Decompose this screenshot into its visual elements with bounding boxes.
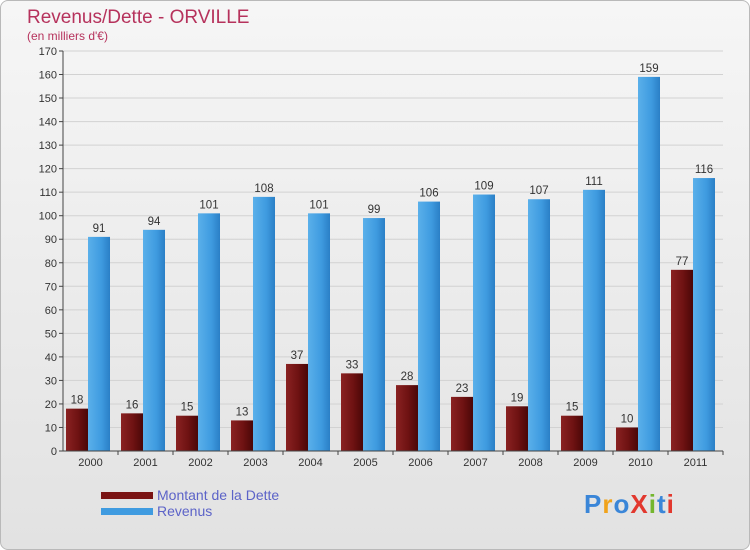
- bar-dette-2007: [451, 396, 473, 451]
- x-tick-label: 2006: [408, 457, 432, 469]
- bar-revenus-2001: [143, 229, 165, 451]
- logo-letter: r: [602, 489, 614, 519]
- x-tick-label: 2004: [298, 457, 322, 469]
- bar-revenus-2008: [528, 199, 550, 451]
- legend: Montant de la Dette Revenus: [101, 487, 279, 519]
- legend-swatch-dette: [101, 491, 153, 499]
- x-tick-label: 2002: [188, 457, 212, 469]
- bar-dette-2010: [616, 427, 638, 451]
- legend-item-dette: Montant de la Dette: [101, 487, 279, 503]
- x-tick-label: 2011: [684, 457, 708, 469]
- bar-dette-2005: [341, 373, 363, 451]
- data-label-revenus: 107: [529, 185, 548, 197]
- bar-revenus-2000: [88, 236, 110, 451]
- logo-letter: i: [648, 489, 657, 519]
- bar-revenus-2005: [363, 218, 385, 451]
- y-tick-label: 40: [45, 352, 57, 364]
- x-tick-label: 2005: [353, 457, 377, 469]
- y-tick-label: 80: [45, 258, 57, 270]
- y-tick-label: 160: [39, 70, 57, 82]
- bar-revenus-2010: [638, 76, 660, 451]
- x-tick-label: 2008: [518, 457, 542, 469]
- logo-letter: o: [613, 489, 631, 519]
- bar-dette-2008: [506, 406, 528, 451]
- x-tick-label: 2007: [463, 457, 487, 469]
- y-tick-label: 150: [39, 93, 57, 105]
- proxiti-logo: ProXiti: [584, 489, 675, 520]
- data-label-revenus: 101: [309, 199, 328, 211]
- bar-dette-2000: [66, 408, 88, 451]
- y-tick-label: 0: [51, 446, 57, 458]
- bar-dette-2003: [231, 420, 253, 451]
- data-label-dette: 15: [566, 402, 579, 414]
- data-label-revenus: 109: [474, 181, 493, 193]
- data-label-revenus: 99: [368, 204, 381, 216]
- data-label-dette: 77: [676, 256, 689, 268]
- y-tick-label: 110: [39, 187, 57, 199]
- legend-swatch-revenus: [101, 507, 153, 515]
- data-label-dette: 28: [401, 371, 414, 383]
- y-tick-label: 10: [45, 422, 57, 434]
- data-label-dette: 23: [456, 383, 469, 395]
- data-label-revenus: 91: [93, 223, 106, 235]
- y-tick-label: 100: [39, 211, 57, 223]
- bar-revenus-2011: [693, 178, 715, 451]
- data-label-revenus: 111: [585, 176, 602, 188]
- bar-dette-2002: [176, 415, 198, 451]
- data-label-dette: 33: [346, 359, 359, 371]
- y-tick-label: 130: [39, 140, 57, 152]
- y-tick-label: 30: [45, 375, 57, 387]
- data-label-dette: 16: [126, 399, 139, 411]
- y-tick-label: 60: [45, 305, 57, 317]
- data-label-revenus: 106: [419, 188, 438, 200]
- y-tick-label: 20: [45, 399, 57, 411]
- data-label-revenus: 159: [639, 63, 658, 75]
- bar-revenus-2004: [308, 213, 330, 451]
- x-tick-label: 2000: [78, 457, 102, 469]
- bar-dette-2011: [671, 269, 693, 451]
- bar-dette-2004: [286, 363, 308, 451]
- y-tick-label: 90: [45, 234, 57, 246]
- bar-dette-2001: [121, 413, 143, 451]
- bar-dette-2009: [561, 415, 583, 451]
- x-tick-label: 2010: [628, 457, 652, 469]
- bar-revenus-2009: [583, 189, 605, 451]
- legend-label-revenus: Revenus: [157, 503, 213, 519]
- logo-letter: X: [630, 489, 649, 519]
- data-label-revenus: 94: [148, 216, 161, 228]
- data-label-dette: 13: [236, 406, 249, 418]
- bar-revenus-2003: [253, 196, 275, 451]
- x-tick-label: 2003: [243, 457, 267, 469]
- y-tick-label: 170: [39, 46, 57, 58]
- y-tick-label: 50: [45, 328, 57, 340]
- logo-letter: i: [666, 489, 675, 519]
- data-label-revenus: 101: [199, 199, 218, 211]
- bar-revenus-2002: [198, 213, 220, 451]
- legend-item-revenus: Revenus: [101, 503, 279, 519]
- chart-subtitle: (en milliers d'€): [27, 29, 108, 43]
- chart-title: Revenus/Dette - ORVILLE: [27, 7, 250, 28]
- data-label-dette: 18: [71, 395, 84, 407]
- logo-letter: P: [584, 489, 603, 519]
- bar-revenus-2007: [473, 194, 495, 451]
- data-label-dette: 37: [291, 350, 304, 362]
- y-tick-label: 120: [39, 164, 57, 176]
- x-tick-label: 2001: [133, 457, 157, 469]
- logo-letter: t: [656, 489, 667, 519]
- y-tick-label: 140: [39, 117, 57, 129]
- y-tick-label: 70: [45, 281, 57, 293]
- data-label-revenus: 116: [695, 164, 713, 176]
- bar-dette-2006: [396, 385, 418, 451]
- data-label-dette: 10: [621, 413, 634, 425]
- bar-revenus-2006: [418, 201, 440, 451]
- legend-label-dette: Montant de la Dette: [157, 487, 280, 503]
- data-label-dette: 15: [181, 402, 194, 414]
- data-label-revenus: 108: [254, 183, 273, 195]
- data-label-dette: 19: [511, 392, 524, 404]
- x-tick-label: 2009: [573, 457, 597, 469]
